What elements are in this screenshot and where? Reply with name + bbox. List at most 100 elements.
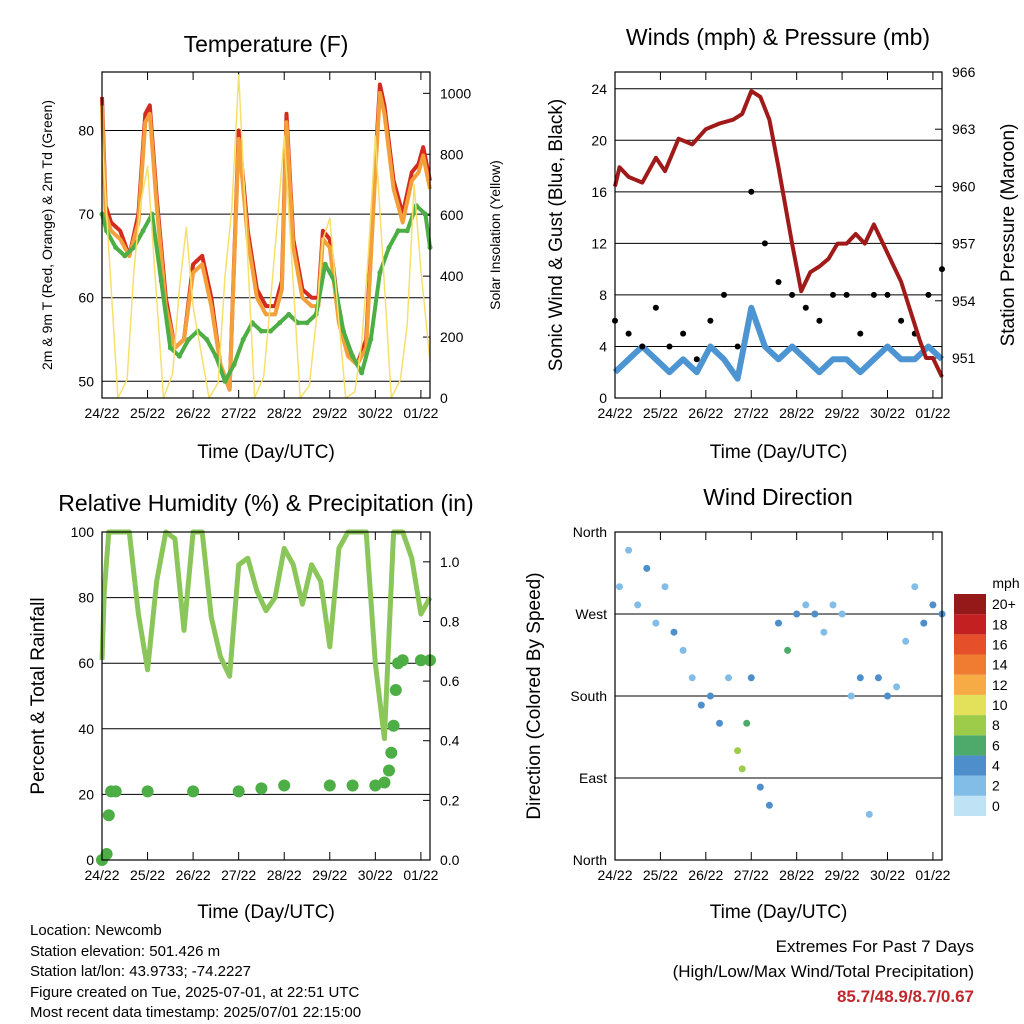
direction-point [820,628,828,636]
y2-tick-label: 966 [952,64,976,80]
extremes-values: 85.7/48.9/8.7/0.67 [836,987,974,1006]
series-2m-td-point [395,228,401,234]
x-tick-label: 26/22 [176,867,211,883]
colorbar-label: 14 [992,657,1008,673]
direction-point [793,610,801,618]
series-2m-td-point [286,311,292,317]
y-axis-label: 2m & 9m T (Red, Orange) & 2m Td (Green) [39,100,55,370]
colorbar-label: 18 [992,616,1008,632]
x-tick-label: 29/22 [312,867,347,883]
y-tick-label: 8 [599,287,607,303]
direction-point [784,646,792,654]
colorbar-swatch [954,795,986,816]
direction-point [902,637,910,645]
y-axis-label: Percent & Total Rainfall [28,597,49,794]
colorbar-swatch [954,775,986,796]
station-latlon: Station lat/lon: 43.9733; -74.2227 [30,963,252,980]
series-2m-td-point [422,211,428,217]
y2-tick-label: 960 [952,178,976,194]
series-2m-td-point [167,345,173,351]
x-axis-label: Time (Day/UTC) [197,442,335,463]
x-tick-label: 30/22 [870,405,905,421]
direction-point [670,628,678,636]
y-tick-label: 0 [599,390,607,406]
series-total-precipitation-point [100,848,113,860]
x-tick-label: 27/22 [734,867,769,883]
colorbar-label: 2 [992,778,1000,794]
series-2m-td-point [113,245,119,250]
series-gust-point [693,356,700,363]
plot-frame [614,531,943,861]
x-tick-label: 01/22 [403,405,438,421]
series-gust-point [625,330,632,337]
x-axis-label: Time (Day/UTC) [710,902,848,923]
y2-tick-label: 951 [952,350,976,366]
colorbar-swatch [954,715,986,736]
y-tick-label: 100 [71,524,95,540]
x-tick-label: 25/22 [643,867,678,883]
series-station-pressure [613,89,944,378]
series-gust-point [748,188,755,195]
series-total-precipitation-point [109,785,122,798]
colorbar-swatch [954,755,986,776]
series-2m-td-point [140,228,146,234]
colorbar-swatch [954,634,986,655]
series-gust-point [843,291,850,298]
colorbar-label: 4 [992,758,1000,774]
y-tick-label: South [570,688,607,704]
y2-tick-label: 0 [440,390,448,406]
series-2m-td-point [295,320,301,326]
y2-tick-label: 0.6 [440,673,460,689]
temperature-panel: Temperature (F) Time (Day/UTC) 2m & 9m T (… [39,31,503,463]
y-tick-label: 24 [591,81,607,97]
direction-point [847,692,855,700]
y-tick-label: 70 [78,206,94,222]
direction-point [743,719,751,727]
y-tick-label: 50 [78,373,94,389]
direction-point [634,601,642,609]
x-tick-label: 01/22 [915,867,950,883]
direction-point [911,583,919,591]
winds-pressure-panel: Winds (mph) & Pressure (mb) Time (Day/UTC… [546,24,1019,463]
series-2m-td-point [204,337,210,342]
y-tick-label: West [575,606,607,622]
direction-point [856,674,864,682]
series-gust-point [639,343,646,350]
colorbar-label: 0 [992,798,1000,814]
series-gust-point [652,304,659,311]
direction-point [838,610,846,618]
series-gust-point [857,330,864,337]
series-2m-td-point [268,328,274,334]
plot-frame [614,71,943,399]
x-tick-label: 29/22 [312,405,347,421]
direction-point [865,810,873,818]
y2-axis-label: Station Pressure (Maroon) [998,124,1019,347]
y-tick-label: 60 [78,290,94,306]
direction-point [884,692,891,700]
series-2m-td-point [404,228,410,234]
series-total-precipitation-point [383,764,395,777]
direction-point [679,646,687,654]
y2-tick-label: 600 [440,207,464,223]
colorbar-swatch [954,735,986,756]
x-tick-label: 27/22 [221,867,256,883]
series-2m-td-point [122,253,128,259]
direction-point [661,583,669,591]
x-tick-label: 30/22 [358,867,393,883]
direction-point [697,701,705,709]
chart-title: Winds (mph) & Pressure (mb) [626,24,930,50]
series-gust-point [802,304,809,311]
x-tick-label: 25/22 [643,405,678,421]
x-tick-label: 29/22 [825,867,860,883]
y-tick-label: 80 [78,590,94,606]
y2-tick-label: 0.0 [440,852,460,868]
direction-point [802,601,810,609]
direction-point [738,765,746,773]
x-tick-label: 28/22 [267,405,302,421]
y2-tick-label: 0.8 [440,613,460,629]
x-axis-label: Time (Day/UTC) [710,442,848,463]
direction-point [625,546,633,554]
direction-point [811,610,819,618]
series-2m-t [100,82,432,392]
series-total-precipitation-point [387,719,400,732]
